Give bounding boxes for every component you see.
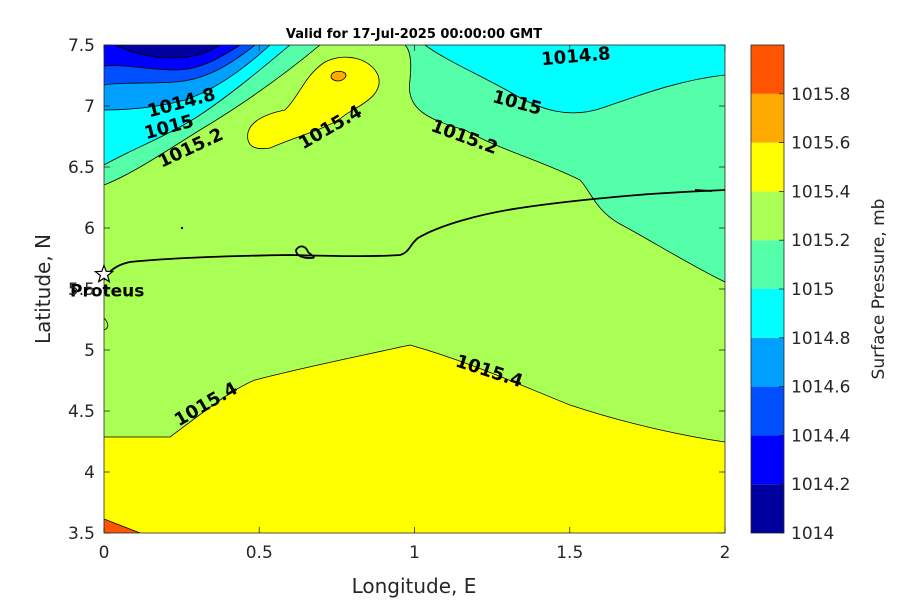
colorbar-segment — [751, 45, 784, 94]
contour-lines — [104, 45, 725, 533]
colorbar-tick-label: 1015.2 — [791, 231, 850, 251]
contour-line-1015-6-north-dot — [330, 70, 347, 82]
contour-line-west-edge — [104, 317, 109, 331]
coastline-path — [104, 189, 725, 281]
y-tick-label: 4.5 — [68, 402, 95, 422]
x-tick-label: 1 — [409, 543, 420, 563]
colorbar-segment — [751, 289, 784, 338]
contour-line-1015-4-south — [104, 344, 725, 443]
x-axis: 0 0.5 1 1.5 2 — [99, 45, 731, 563]
x-axis-label: Longitude, E — [352, 574, 477, 598]
colorbar-tick-label: 1014.6 — [791, 378, 850, 398]
contour-line-1015-4-north-blob — [247, 56, 380, 150]
fill-1015-4-south — [104, 345, 725, 533]
fill-1015-northeast — [405, 45, 725, 282]
y-axis: 3.5 4 4.5 5 5.5 6 6.5 7 7.5 — [68, 36, 725, 544]
colorbar-segment — [751, 337, 784, 387]
colorbar-segment — [751, 93, 784, 143]
fill-1015-6-north-dot — [331, 71, 346, 81]
y-tick-label: 5 — [84, 341, 95, 361]
colorbar-tick-label: 1014.4 — [791, 426, 850, 446]
station-marker: Proteus — [70, 263, 144, 301]
colorbar-segment — [751, 191, 784, 241]
fill-1014-8-northeast — [425, 45, 725, 113]
contour-fills — [104, 45, 725, 533]
y-tick-label: 6.5 — [68, 158, 95, 178]
colorbar-label: Surface Pressure, mb — [869, 199, 889, 380]
small-islet-dot — [180, 226, 184, 230]
coastline — [104, 189, 725, 281]
colorbar: 1014 1014.2 1014.4 1014.6 1014.8 1015 1015.2 10… — [750, 44, 850, 544]
coastline-islet-east — [694, 189, 713, 192]
chart-title: Valid for 17-Jul-2025 00:00:00 GMT — [286, 27, 542, 42]
fill-1014-northwest — [115, 45, 220, 58]
fill-1015-4-north-blob — [247, 57, 380, 149]
contour-line-1014-6-northwest — [104, 45, 271, 111]
contour-line-1014-northwest — [114, 45, 221, 59]
colorbar-tick-label: 1015.6 — [791, 134, 850, 154]
contour-line-1014-4-northwest — [104, 45, 256, 86]
colorbar-segment — [751, 435, 784, 485]
colorbar-tick-label: 1014.2 — [791, 475, 850, 495]
x-tick-label: 0 — [99, 543, 110, 563]
colorbar-segment — [751, 484, 784, 533]
contour-line-1015-northeast — [404, 45, 725, 283]
colorbar-tick-label: 1014.8 — [791, 329, 850, 349]
y-tick-label: 7 — [84, 97, 95, 117]
station-name: Proteus — [70, 281, 144, 301]
x-tick-label: 1.5 — [556, 543, 583, 563]
y-tick-label: 4 — [84, 463, 95, 483]
contour-line-1015-6-corner — [104, 518, 141, 533]
y-tick-label: 5.5 — [68, 280, 95, 300]
contour-line-1014-2-northwest — [104, 45, 241, 71]
colorbar-tick-label: 1015 — [791, 280, 834, 300]
y-tick-label: 6 — [84, 219, 95, 239]
contour-line-1014-8-northwest — [104, 45, 291, 166]
colorbar-segment — [751, 142, 784, 192]
colorbar-segment — [751, 386, 784, 436]
colorbar-segment — [751, 240, 784, 289]
contour-line-1015-northwest — [104, 45, 321, 186]
y-axis-label: Latitude, N — [31, 234, 55, 344]
station-star-icon — [93, 263, 115, 283]
y-tick-label: 3.5 — [68, 524, 95, 544]
x-tick-label: 0.5 — [246, 543, 273, 563]
colorbar-tick-label: 1015.4 — [791, 182, 850, 202]
coastline-islet — [295, 245, 315, 259]
y-tick-label: 7.5 — [68, 36, 95, 56]
x-tick-label: 2 — [720, 543, 731, 563]
colorbar-tick-label: 1014 — [791, 524, 834, 544]
contour-line-1014-8-northeast — [424, 45, 725, 114]
colorbar-tick-label: 1015.8 — [791, 85, 850, 105]
